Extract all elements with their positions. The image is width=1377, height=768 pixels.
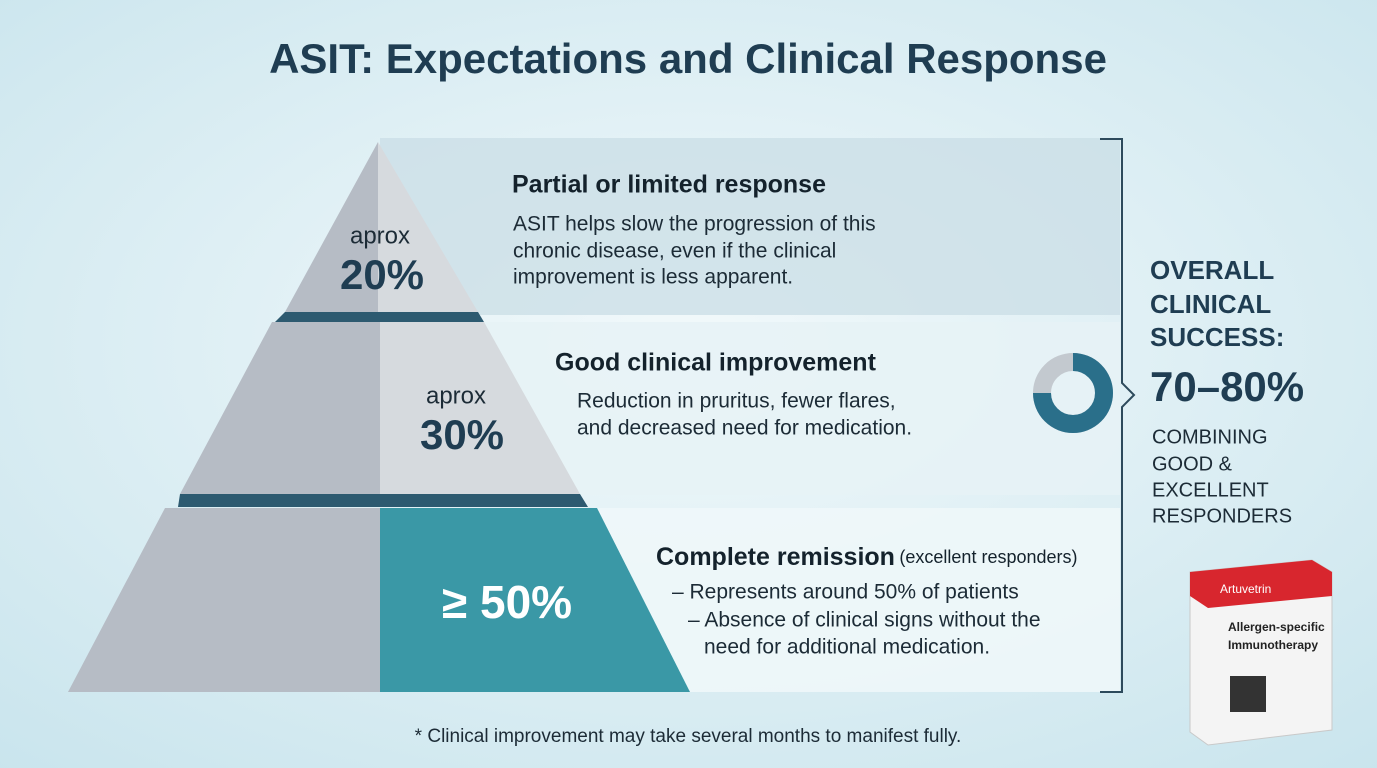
tier-value: 30% <box>420 411 504 458</box>
pyramid-right <box>380 508 690 692</box>
summary-text: COMBINING <box>1152 426 1268 448</box>
pyramid-ledge <box>275 312 484 322</box>
tier-heading: Good clinical improvement <box>555 349 877 377</box>
donut-arc <box>1033 353 1113 433</box>
footnote: * Clinical improvement may take several … <box>415 726 962 747</box>
qr-code <box>1230 676 1266 712</box>
summary-heading: SUCCESS: <box>1150 322 1284 352</box>
tier-text: improvement is less apparent. <box>513 266 793 289</box>
bracket <box>1100 138 1136 693</box>
tier-label: aprox <box>350 222 410 249</box>
band <box>380 138 1120 315</box>
title: ASIT: Expectations and Clinical Response <box>269 35 1107 82</box>
product-brand: Artuvetrin <box>1220 582 1271 596</box>
pyramid-ledge <box>178 494 588 507</box>
pyramid-left <box>68 508 380 692</box>
summary-text: RESPONDERS <box>1152 505 1292 527</box>
tier-text: chronic disease, even if the clinical <box>513 240 836 263</box>
tier-text: ASIT helps slow the progression of this <box>513 213 876 236</box>
tier-text: Reduction in pruritus, fewer flares, <box>577 390 896 413</box>
product-box: Artuvetrin Allergen-specific Immunothera… <box>1189 559 1333 746</box>
tier-label: aprox <box>426 382 486 409</box>
tier-text: – Represents around 50% of patients <box>672 581 1019 604</box>
summary-text: GOOD & <box>1152 453 1233 475</box>
pyramid-left <box>180 322 380 494</box>
pyramid-right <box>380 322 580 494</box>
tier-text: and decreased need for medication. <box>577 417 912 440</box>
tier-value: 20% <box>340 251 424 298</box>
summary-heading: OVERALL <box>1150 255 1274 285</box>
tier-heading-line: Complete remission (excellent responders… <box>656 543 1078 571</box>
pyramid-right <box>378 142 478 312</box>
box-band <box>1190 560 1332 608</box>
tier-heading: Complete remission <box>656 543 895 571</box>
tier-heading: Partial or limited response <box>512 171 826 199</box>
tier-note: (excellent responders) <box>899 547 1077 567</box>
tier-text: need for additional medication. <box>704 636 990 659</box>
tier-value: ≥ 50% <box>442 576 572 628</box>
product-name: Immunotherapy <box>1228 638 1318 652</box>
pyramid-left <box>285 142 378 312</box>
summary-heading: CLINICAL <box>1150 289 1271 319</box>
summary-value: 70–80% <box>1150 363 1304 410</box>
tier-text: – Absence of clinical signs without the <box>688 609 1041 632</box>
product-name: Allergen-specific <box>1228 620 1325 634</box>
summary-text: EXCELLENT <box>1152 479 1269 501</box>
